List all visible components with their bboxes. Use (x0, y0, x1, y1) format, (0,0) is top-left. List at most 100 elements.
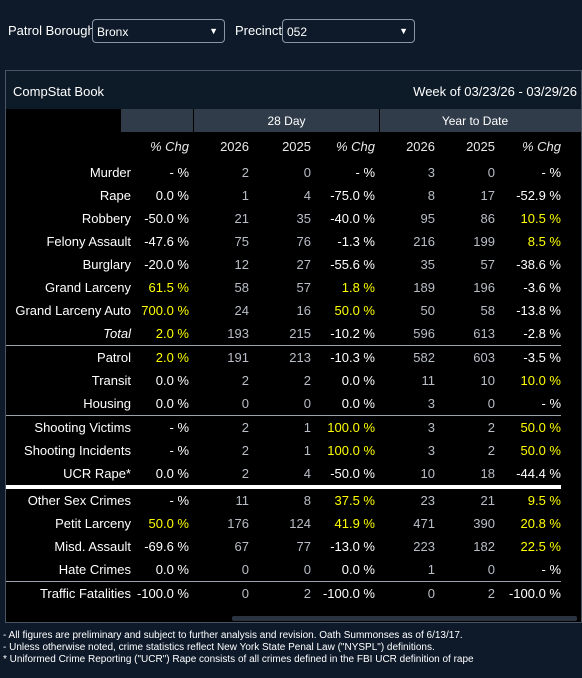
group-header-row: 28 Day Year to Date (6, 109, 581, 132)
28day-chg-cell: 50.0 % (334, 303, 375, 318)
ytd-2025-cell: 10 (480, 373, 495, 388)
28day-chg-cell: -55.6 % (330, 257, 375, 272)
precinct-select[interactable]: 052 ▼ (282, 19, 415, 43)
ytd-2026-cell: 11 (421, 373, 436, 388)
ytd-chg-cell: 50.0 % (520, 443, 561, 458)
ytd-chg-cell: - % (541, 562, 562, 577)
ytd-2025-cell: 17 (480, 188, 495, 203)
week-chg-cell: - % (169, 165, 190, 180)
ytd-2026-cell: 223 (413, 539, 435, 554)
category-cell: Housing (83, 396, 131, 411)
ytd-chg-cell: 22.5 % (520, 539, 561, 554)
table-row: Grand Larceny 61.5 % 58 57 1.8 % 189 196 -3.6 % (6, 276, 561, 299)
28day-chg-cell: 0.0 % (341, 396, 375, 411)
ytd-2026-cell: 1 (427, 562, 435, 577)
ytd-2025-cell: 0 (487, 562, 495, 577)
28day-2026-cell: 0 (189, 581, 249, 605)
category-cell: Traffic Fatalities (6, 581, 131, 605)
patrol-borough-select[interactable]: Bronx ▼ (92, 19, 225, 43)
ytd-2026-cell: 35 (420, 257, 435, 272)
week-chg-cell: 0.0 % (155, 373, 189, 388)
week-chg-cell: 61.5 % (148, 280, 189, 295)
ytd-chg-cell: 50.0 % (495, 415, 561, 439)
patrol-borough-label: Patrol Borough: (8, 23, 99, 38)
ytd-2026-cell: 596 (413, 326, 435, 341)
28day-2026-cell: 191 (189, 345, 249, 369)
category-cell: Rape (99, 188, 131, 203)
col-header-ytd-2026: 2026 (406, 139, 435, 154)
category-cell: Petit Larceny (55, 516, 131, 531)
week-chg-cell: -50.0 % (144, 211, 189, 226)
28day-2026-cell: 11 (189, 485, 249, 512)
28day-2025-cell: 0 (303, 165, 311, 180)
table-row: Robbery -50.0 % 21 35 -40.0 % 95 86 10.5 % (6, 207, 561, 230)
28day-chg-cell: -13.0 % (330, 539, 375, 554)
category-cell: Misd. Assault (54, 539, 131, 554)
28day-chg-cell: -100.0 % (311, 581, 375, 605)
28day-2025-cell: 77 (296, 539, 311, 554)
week-chg-cell: -20.0 % (144, 257, 189, 272)
ytd-2026-cell: 50 (420, 303, 435, 318)
category-cell: Felony Assault (46, 234, 131, 249)
table-row: Hate Crimes 0.0 % 0 0 0.0 % 1 0 - % (6, 558, 561, 582)
ytd-2026-cell: 95 (420, 211, 435, 226)
ytd-2026-cell: 3 (427, 396, 435, 411)
28day-2025-cell: 4 (303, 466, 311, 481)
ytd-2026-cell: 23 (375, 485, 435, 512)
28day-2026-cell: 24 (234, 303, 249, 318)
week-chg-cell: -100.0 % (131, 581, 189, 605)
group-header-blank (121, 109, 193, 132)
week-chg-cell: - % (131, 485, 189, 512)
28day-2025-cell: 124 (289, 516, 311, 531)
footnote-1: - All figures are preliminary and subjec… (3, 630, 463, 641)
category-cell: Transit (91, 373, 131, 388)
ytd-chg-cell: 10.0 % (520, 373, 561, 388)
ytd-2025-cell: 2 (435, 581, 495, 605)
ytd-2026-cell: 582 (375, 345, 435, 369)
week-chg-cell: 2.0 % (155, 326, 189, 341)
28day-2026-cell: 2 (241, 165, 249, 180)
ytd-chg-cell: -38.6 % (516, 257, 561, 272)
28day-2026-cell: 176 (227, 516, 249, 531)
28day-chg-cell: -40.0 % (330, 211, 375, 226)
footnotes: - All figures are preliminary and subjec… (3, 630, 581, 666)
category-cell: Grand Larceny Auto (15, 303, 131, 318)
ytd-2025-cell: 18 (480, 466, 495, 481)
28day-2025-cell: 0 (303, 396, 311, 411)
table-row: Murder - % 2 0 - % 3 0 - % (6, 161, 561, 184)
category-cell: Total (103, 326, 131, 341)
ytd-2026-cell: 10 (420, 466, 435, 481)
28day-2025-cell: 4 (303, 188, 311, 203)
week-chg-cell: 0.0 % (155, 188, 189, 203)
precinct-value: 052 (287, 25, 308, 39)
table-row: UCR Rape* 0.0 % 2 4 -50.0 % 10 18 -44.4 % (6, 462, 561, 487)
ytd-2026-cell: 3 (375, 415, 435, 439)
28day-2026-cell: 2 (189, 415, 249, 439)
ytd-2025-cell: 390 (473, 516, 495, 531)
ytd-2025-cell: 2 (487, 443, 495, 458)
category-cell: Other Sex Crimes (6, 485, 131, 512)
week-chg-cell: - % (169, 443, 190, 458)
table-row: Transit 0.0 % 2 2 0.0 % 11 10 10.0 % (6, 369, 561, 392)
28day-2026-cell: 1 (241, 188, 249, 203)
28day-2026-cell: 0 (241, 562, 249, 577)
28day-chg-cell: 100.0 % (311, 415, 375, 439)
28day-chg-cell: 0.0 % (341, 373, 375, 388)
table-row: Housing 0.0 % 0 0 0.0 % 3 0 - % (6, 392, 561, 416)
table-row: Grand Larceny Auto 700.0 % 24 16 50.0 % 50 58 -… (6, 299, 561, 322)
group-header-ytd: Year to Date (380, 109, 581, 132)
ytd-2026-cell: 0 (375, 581, 435, 605)
28day-2025-cell: 215 (289, 326, 311, 341)
week-chg-cell: 700.0 % (141, 303, 189, 318)
table-row: Misd. Assault -69.6 % 67 77 -13.0 % 223 182 22.… (6, 535, 561, 558)
table-row: Traffic Fatalities -100.0 % 0 2 -100.0 % 0 2 -1… (6, 581, 561, 605)
28day-chg-cell: 100.0 % (327, 443, 375, 458)
table-row: Shooting Victims - % 2 1 100.0 % 3 2 50.0 % (6, 415, 561, 439)
table-row: Other Sex Crimes - % 11 8 37.5 % 23 21 9.5 % (6, 485, 561, 512)
28day-2025-cell: 1 (249, 415, 311, 439)
horizontal-scrollbar[interactable] (232, 616, 577, 621)
week-chg-cell: - % (131, 415, 189, 439)
28day-2025-cell: 1 (303, 443, 311, 458)
table-row: Burglary -20.0 % 12 27 -55.6 % 35 57 -38.6 % (6, 253, 561, 276)
week-chg-cell: -47.6 % (144, 234, 189, 249)
